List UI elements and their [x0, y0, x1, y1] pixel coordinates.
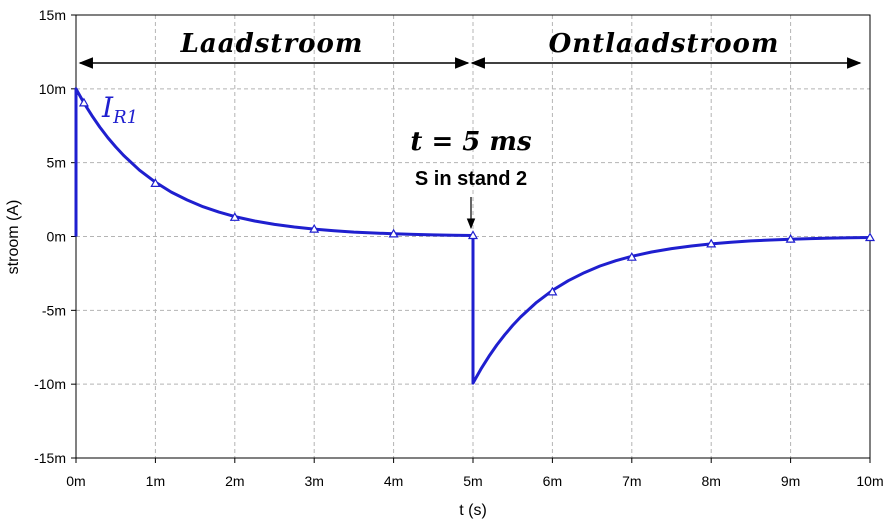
x-tick-label: 7m [622, 473, 641, 489]
y-tick-label: -15m [34, 450, 66, 466]
phase-discharge-label: Ontlaadstroom [549, 29, 780, 59]
x-tick-label: 5m [463, 473, 482, 489]
series-point [864, 232, 876, 242]
series-point [626, 251, 637, 261]
x-tick-label: 10m [856, 473, 883, 489]
series-point [309, 223, 320, 233]
y-axis-ticks: 15m 10m 5m 0m -5m -10m -15m [34, 7, 76, 466]
series-label-IR1: IR1 [101, 91, 138, 128]
series-point [150, 178, 161, 187]
y-tick-label: 10m [39, 81, 66, 97]
grid-lines [76, 15, 870, 458]
series-label-main: I [101, 91, 114, 124]
x-axis-title: t (s) [459, 502, 487, 519]
phase-charge-annotation: Laadstroom [78, 29, 470, 69]
x-tick-label: 0m [66, 473, 85, 489]
switch-state-label: S in stand 2 [415, 168, 527, 190]
x-tick-label: 9m [781, 473, 800, 489]
series-point [78, 97, 89, 107]
x-tick-label: 2m [225, 473, 244, 489]
y-tick-label: -10m [34, 376, 66, 392]
series-markers [78, 97, 876, 296]
phase-discharge-annotation: Ontlaadstroom [470, 29, 862, 69]
series-point [785, 233, 796, 243]
y-axis-title: stroom (A) [5, 200, 22, 275]
y-tick-label: 5m [47, 155, 66, 171]
y-tick-label: 15m [39, 7, 66, 23]
x-tick-label: 8m [701, 473, 720, 489]
series-point [706, 238, 717, 248]
switch-time-label: t = 5 ms [410, 127, 532, 157]
x-tick-label: 3m [304, 473, 323, 489]
series-label-subscript: R1 [112, 107, 138, 128]
x-tick-label: 6m [543, 473, 562, 489]
x-axis-ticks: 0m 1m 2m 3m 4m 5m 6m 7m 8m 9m 10m [66, 458, 884, 489]
y-tick-label: 0m [47, 229, 66, 245]
y-tick-label: -5m [42, 302, 66, 318]
series-point [229, 212, 240, 221]
switch-annotation: t = 5 ms S in stand 2 [410, 127, 532, 230]
series-point [547, 286, 558, 296]
x-tick-label: 1m [146, 473, 165, 489]
x-tick-label: 4m [384, 473, 403, 489]
series-point [467, 230, 479, 240]
phase-charge-label: Laadstroom [180, 29, 364, 59]
series-point [388, 228, 399, 238]
